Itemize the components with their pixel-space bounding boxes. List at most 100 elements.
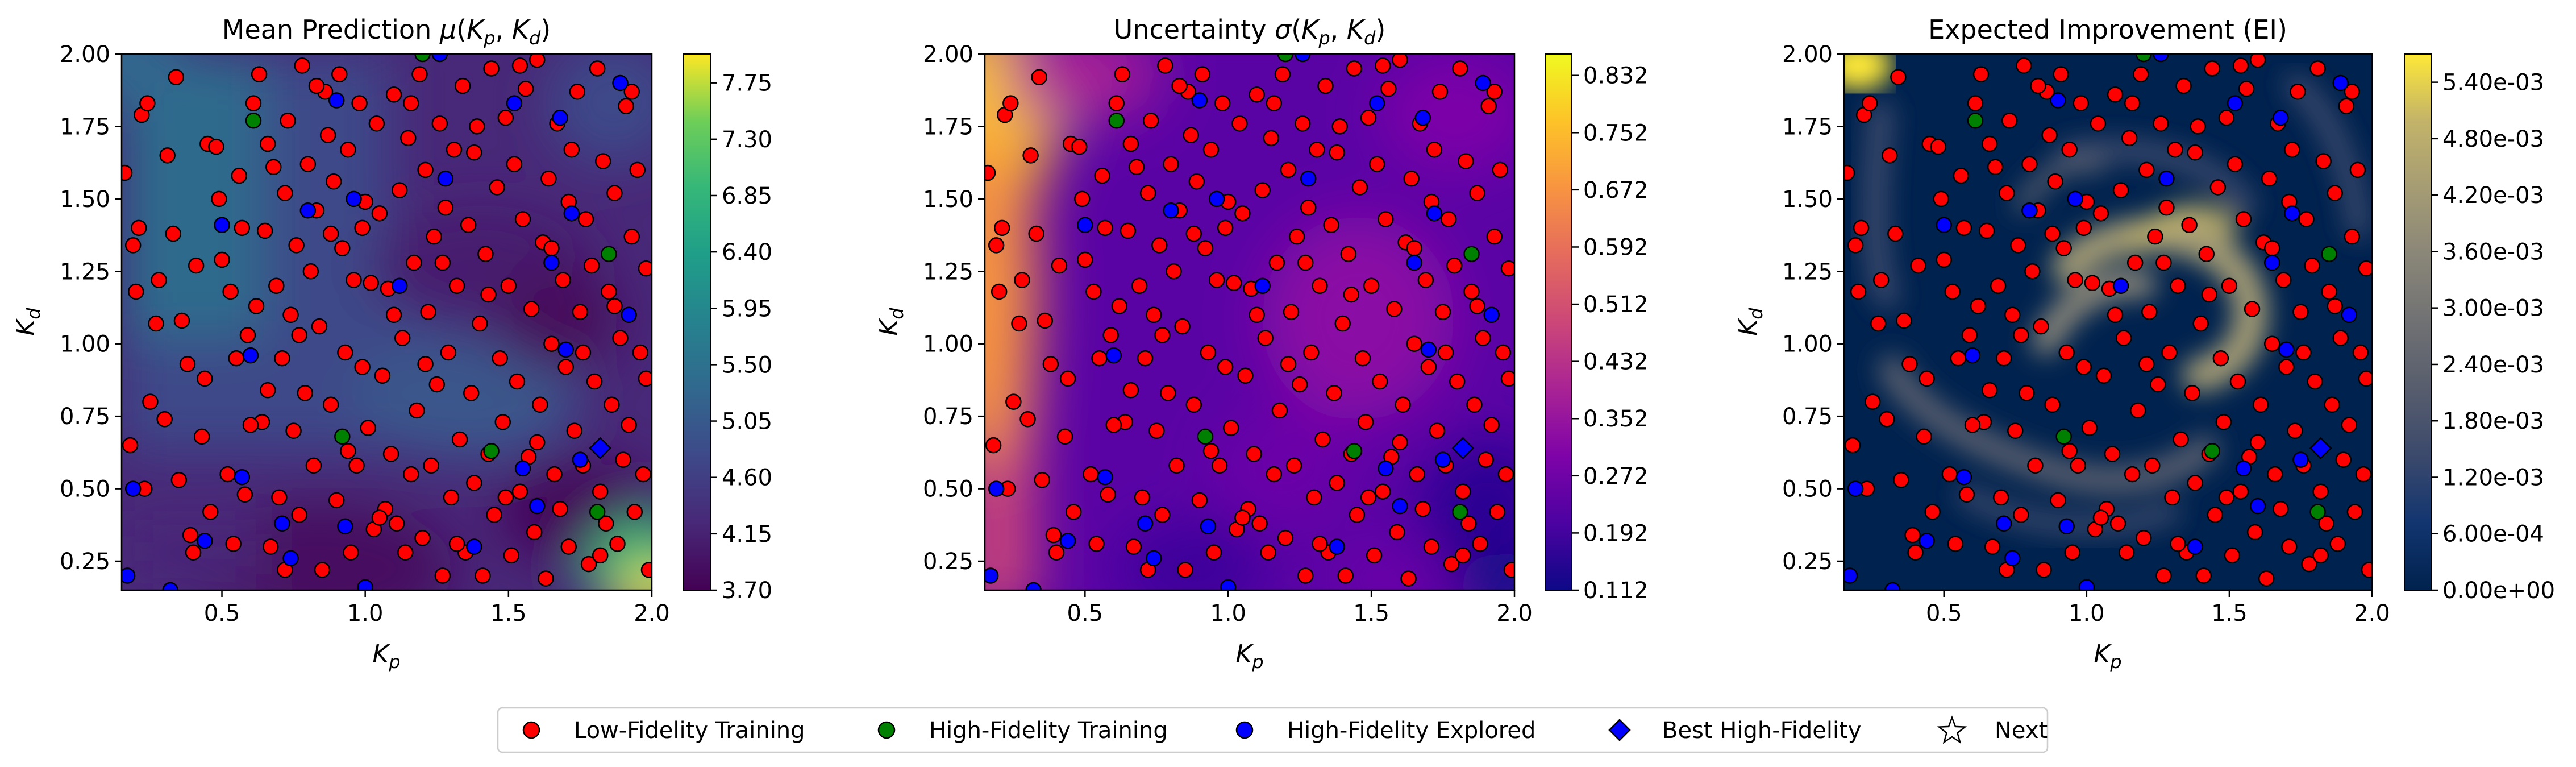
low-fidelity-training-point (523, 301, 540, 317)
low-fidelity-training-point (1217, 219, 1234, 237)
low-fidelity-training-point (1056, 428, 1073, 445)
low-fidelity-training-point (2190, 118, 2206, 135)
low-fidelity-training-point (2024, 263, 2041, 280)
low-fidelity-training-point (1303, 344, 1320, 361)
low-fidelity-training-point (2358, 260, 2372, 277)
y-tick-label: 0.50 (1782, 476, 1833, 503)
low-fidelity-training-point (1981, 135, 1998, 152)
low-fidelity-training-point (334, 240, 351, 256)
low-fidelity-training-point (1861, 95, 1878, 111)
low-fidelity-training-point (1371, 373, 1388, 390)
low-fidelity-training-point (1990, 277, 2007, 295)
low-fidelity-training-point (1936, 251, 1953, 268)
low-fidelity-training-point (1297, 567, 1314, 584)
low-fidelity-training-point (2224, 547, 2241, 564)
x-tick-label: 1.5 (1353, 600, 1389, 627)
colorbar-tick-label: 4.15 (722, 521, 772, 548)
y-tick-label: 1.75 (1782, 114, 1833, 140)
low-fidelity-training-point (1489, 504, 1506, 520)
low-fidelity-training-point (1268, 254, 1285, 271)
low-fidelity-training-point (1083, 466, 1099, 483)
low-fidelity-training-point (2298, 211, 2315, 227)
high-fidelity-explored-point (162, 582, 178, 590)
low-fidelity-training-point (1887, 225, 1904, 242)
low-fidelity-training-point (2312, 547, 2329, 564)
low-fidelity-training-point (1492, 161, 1509, 179)
colorbar-tick-label: 0.00e+00 (2442, 578, 2555, 604)
legend: Low-Fidelity Training High-Fidelity Train… (497, 707, 2049, 753)
low-fidelity-training-point (1389, 524, 1405, 541)
colorbar-tick-label: 5.50 (722, 352, 772, 378)
low-fidelity-training-point (1297, 254, 1314, 271)
low-fidelity-training-point (2212, 350, 2229, 367)
legend-marker (1235, 721, 1254, 739)
low-fidelity-training-point (1037, 312, 1054, 329)
low-fidelity-training-point (483, 60, 500, 77)
low-fidelity-training-point (1031, 69, 1047, 86)
low-fidelity-training-point (1984, 538, 2001, 555)
low-fidelity-training-point (265, 159, 282, 176)
low-fidelity-training-point (411, 66, 428, 82)
high-fidelity-training-point (1346, 443, 1363, 459)
low-fidelity-training-point (2352, 344, 2369, 361)
y-tick-label: 2.00 (923, 42, 973, 68)
low-fidelity-training-point (443, 489, 460, 506)
low-fidelity-training-point (1234, 509, 1251, 526)
high-fidelity-explored-point (543, 254, 560, 271)
low-fidelity-training-point (1392, 434, 1408, 451)
low-fidelity-training-point (1901, 356, 1918, 372)
low-fidelity-training-point (2141, 304, 2158, 320)
high-fidelity-training-point (2204, 443, 2221, 459)
low-fidelity-training-point (552, 501, 568, 517)
low-fidelity-training-point (340, 443, 356, 459)
low-fidelity-training-point (1139, 185, 1156, 201)
low-fidelity-training-point (2244, 301, 2261, 317)
low-fidelity-training-point (595, 153, 611, 169)
low-fidelity-training-point (1475, 330, 1491, 346)
low-fidelity-training-point (2007, 422, 2024, 439)
low-fidelity-training-point (2033, 318, 2049, 335)
low-fidelity-training-point (259, 135, 276, 152)
high-fidelity-explored-point (1163, 202, 1179, 219)
high-fidelity-training-point (2321, 246, 2337, 262)
low-fidelity-training-point (2261, 170, 2278, 187)
legend-label: Next (1995, 718, 2048, 744)
panel-title: Uncertainty σ(Kp, Kd) (1114, 14, 1386, 49)
high-fidelity-explored-point (1208, 190, 1225, 208)
high-fidelity-explored-point (2273, 109, 2289, 126)
low-fidelity-training-point (1495, 344, 1512, 361)
colorbar-tick-label: 0.672 (1583, 177, 1649, 204)
low-fidelity-training-point (2198, 246, 2215, 262)
low-fidelity-training-point (606, 185, 623, 201)
x-tick-label: 1.0 (1210, 600, 1246, 627)
low-fidelity-training-point (2170, 536, 2186, 552)
low-fidelity-training-point (1440, 211, 1457, 227)
low-fidelity-training-point (1460, 515, 1477, 532)
low-fidelity-training-point (1392, 54, 1408, 68)
low-fidelity-training-point (2258, 570, 2275, 587)
low-fidelity-training-point (256, 222, 273, 239)
high-fidelity-explored-point (2078, 579, 2095, 590)
high-fidelity-explored-point (2284, 205, 2300, 222)
y-tick-label: 0.25 (1782, 549, 1833, 575)
title-main: Expected Improvement (EI) (1928, 14, 2287, 45)
high-fidelity-explored-point (124, 480, 142, 497)
low-fidelity-training-point (2016, 57, 2032, 74)
low-fidelity-training-point (1274, 66, 1291, 82)
low-fidelity-training-point (325, 173, 342, 190)
low-fidelity-training-point (629, 161, 646, 179)
high-fidelity-explored-point (557, 341, 574, 358)
legend-frame (497, 707, 2049, 753)
low-fidelity-training-point (2344, 228, 2361, 245)
high-fidelity-explored-point (2249, 497, 2266, 515)
high-fidelity-explored-point (2227, 95, 2244, 111)
low-fidelity-training-point (1202, 141, 1220, 158)
colorbar-ei (2404, 53, 2432, 591)
low-fidelity-training-point (1972, 66, 1990, 82)
high-fidelity-explored-point (1368, 95, 1385, 111)
low-fidelity-training-point (2267, 466, 2283, 483)
heatmap-uncertainty (985, 54, 1514, 590)
low-fidelity-training-point (2312, 483, 2329, 500)
low-fidelity-training-point (1100, 486, 1116, 503)
low-fidelity-training-point (1300, 199, 1317, 216)
